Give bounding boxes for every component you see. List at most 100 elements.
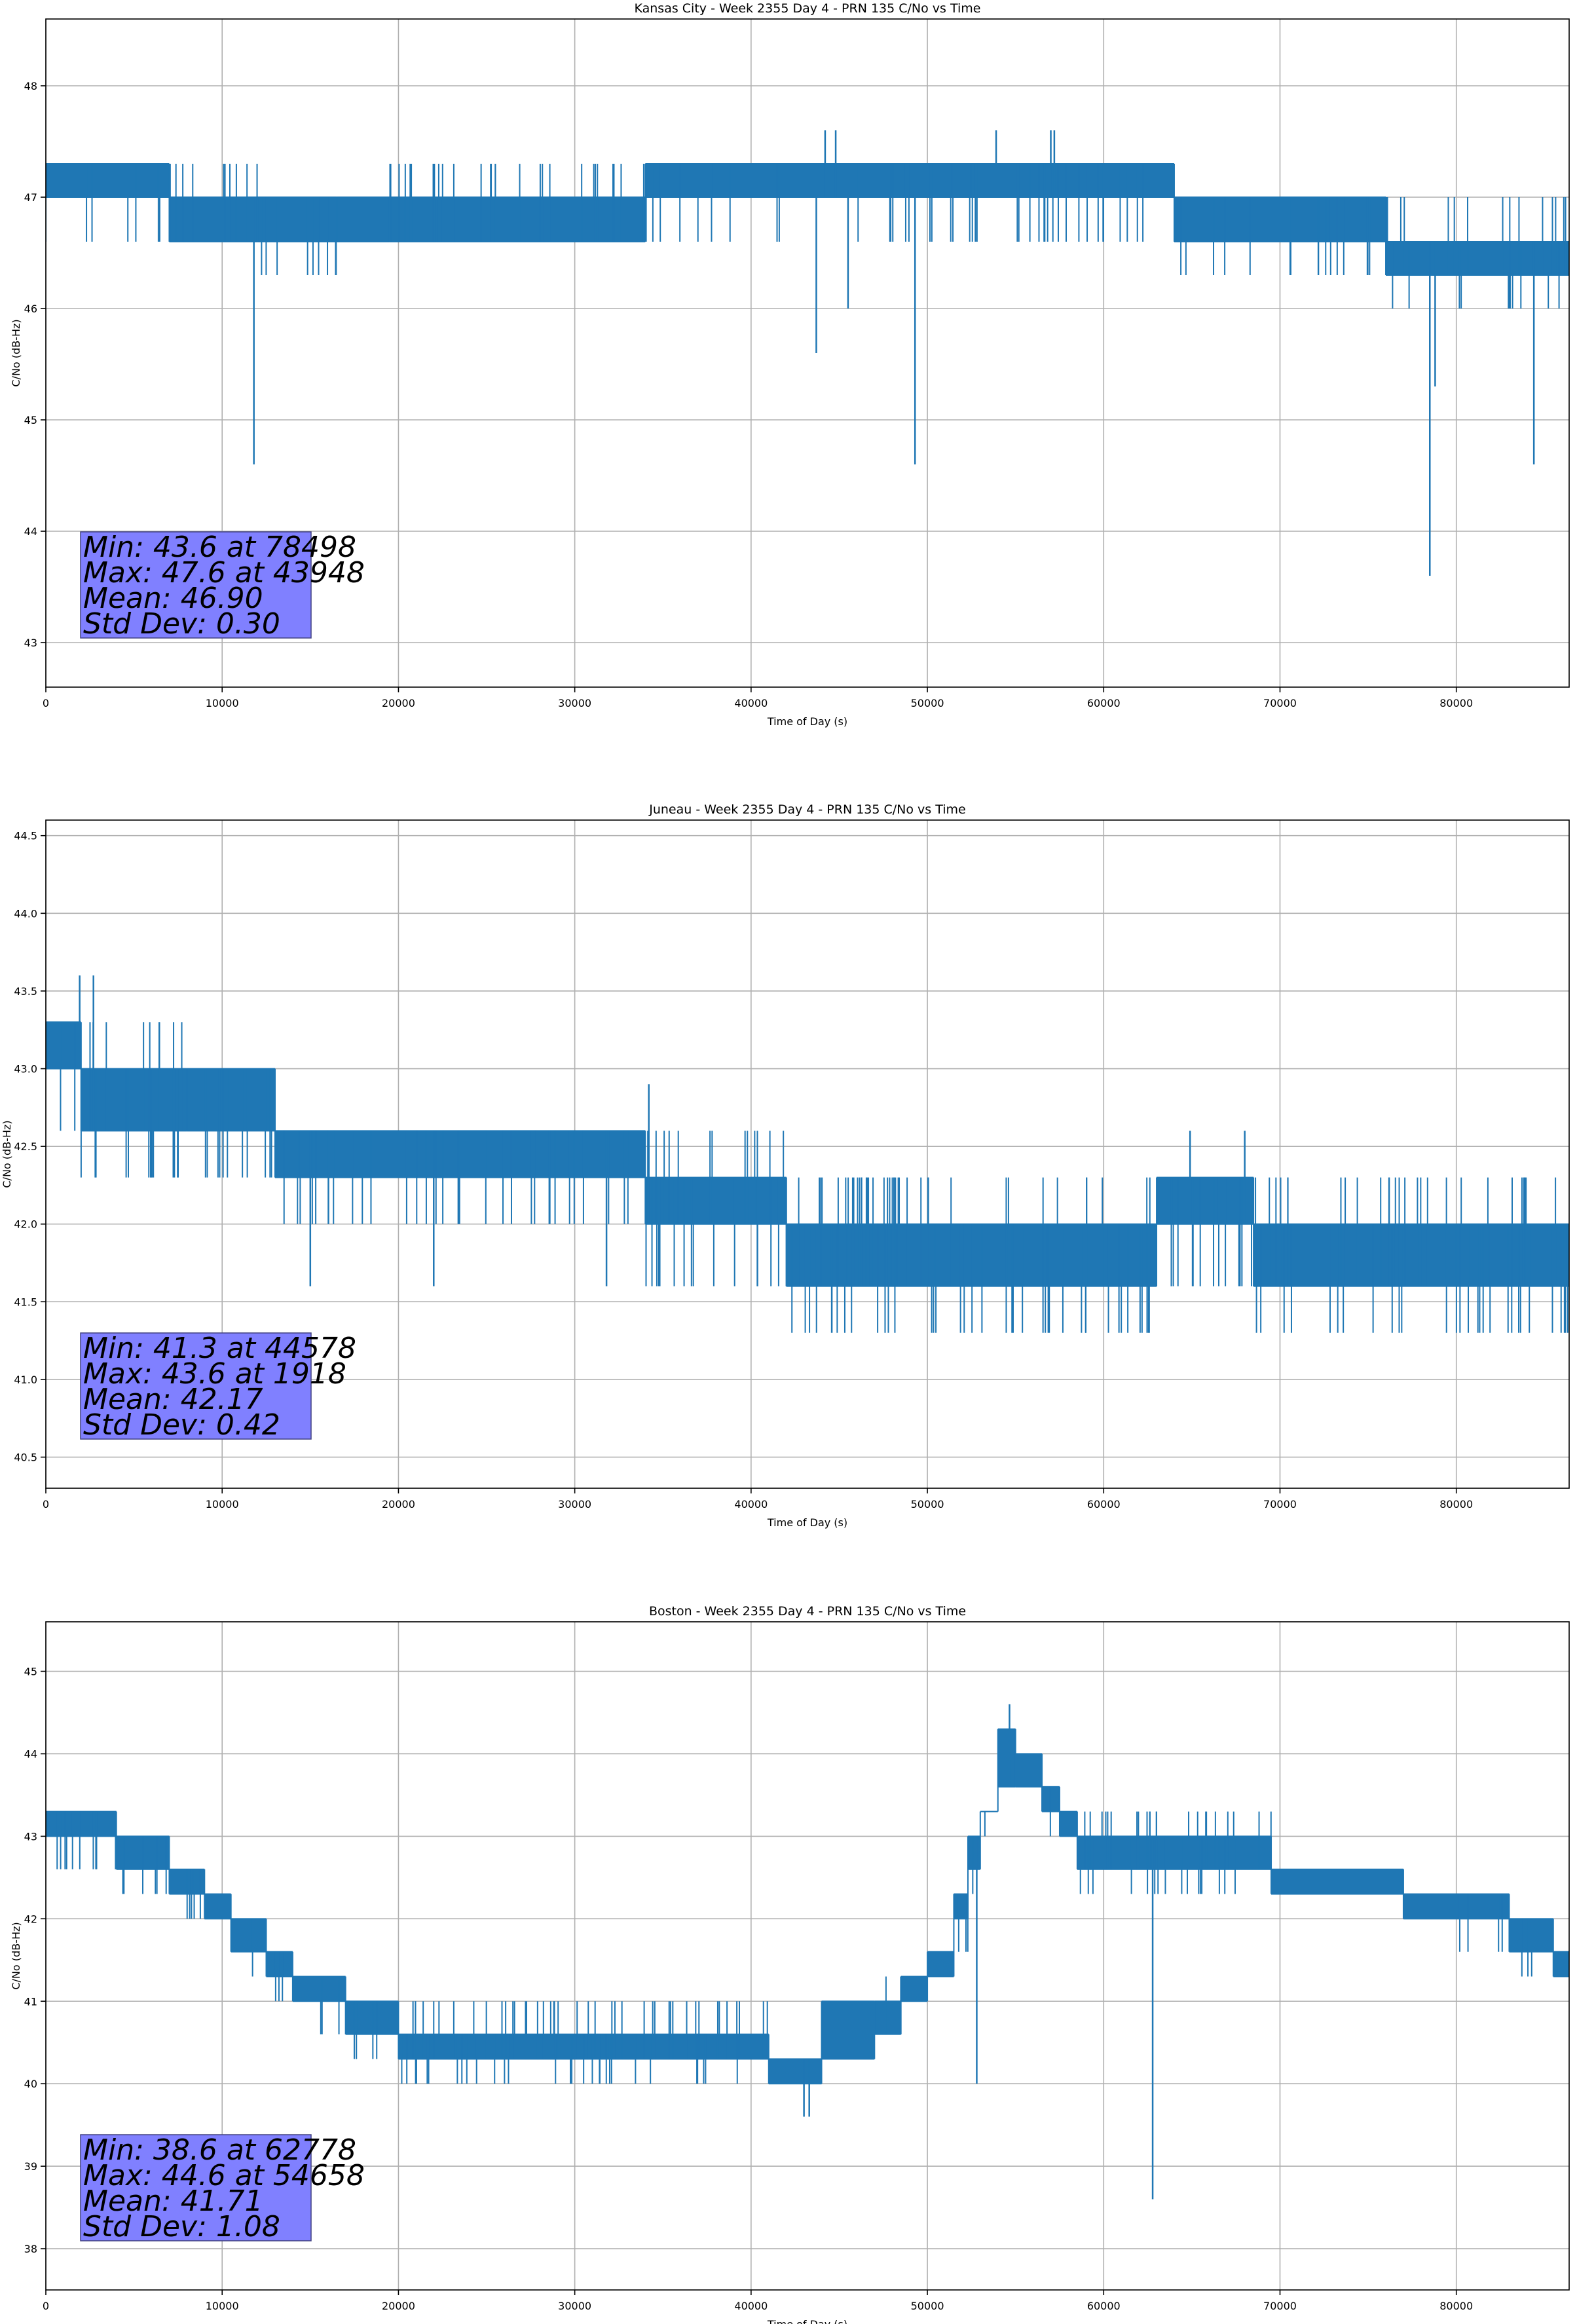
x-tick-label: 80000 [1439, 1498, 1473, 1510]
data-band [1015, 1753, 1043, 1788]
y-tick-label: 47 [24, 191, 37, 204]
data-band [257, 197, 337, 242]
x-tick-label: 10000 [206, 2300, 239, 2312]
y-tick-label: 42 [24, 1913, 37, 1925]
data-band [81, 1068, 187, 1132]
data-band [169, 197, 258, 242]
y-tick-label: 44.0 [14, 907, 37, 920]
data-band [187, 1068, 275, 1132]
y-tick-label: 43 [24, 1830, 37, 1843]
chart-title: Kansas City - Week 2355 Day 4 - PRN 135 … [635, 1, 981, 16]
x-tick-label: 70000 [1263, 697, 1297, 709]
data-band [231, 1918, 267, 1953]
y-tick-label: 44 [24, 525, 37, 538]
stats-std: Std Dev: 1.08 [83, 2210, 280, 2243]
x-tick-label: 0 [43, 2300, 49, 2312]
axes-frame [45, 1621, 1570, 2291]
x-tick-label: 30000 [558, 1498, 591, 1510]
data-band [337, 197, 390, 242]
x-tick-label: 50000 [911, 697, 944, 709]
x-tick-label: 70000 [1263, 1498, 1297, 1510]
data-band [1403, 1893, 1510, 1920]
data-band [1059, 1810, 1077, 1837]
data-band [292, 1976, 346, 2002]
stats-mean: Mean: 46.90 [83, 582, 263, 615]
y-tick-label: 39 [24, 2160, 37, 2173]
data-band [821, 2000, 875, 2060]
data-band [645, 1176, 787, 1225]
x-axis-label: Time of Day (s) [767, 715, 847, 728]
y-tick-label: 44 [24, 1748, 37, 1760]
stats-box [80, 531, 312, 639]
data-band [645, 163, 1174, 198]
x-tick-label: 20000 [382, 697, 415, 709]
x-tick-label: 40000 [734, 697, 768, 709]
chart-title: Juneau - Week 2355 Day 4 - PRN 135 C/No … [648, 802, 966, 817]
y-tick-label: 46 [24, 303, 37, 315]
y-tick-label: 40.5 [14, 1452, 37, 1464]
data-band [967, 1835, 980, 1870]
x-tick-label: 30000 [558, 2300, 591, 2312]
stats-box [80, 2134, 312, 2241]
y-tick-label: 44.5 [14, 830, 37, 842]
x-tick-label: 80000 [1439, 2300, 1473, 2312]
x-tick-label: 50000 [911, 1498, 944, 1510]
x-tick-label: 70000 [1263, 2300, 1297, 2312]
x-tick-label: 20000 [382, 2300, 415, 2312]
data-band [997, 1728, 1016, 1788]
y-tick-label: 41 [24, 1995, 37, 2008]
stats-min: Min: 41.3 at 44578 [83, 1332, 356, 1365]
axes-frame [45, 819, 1570, 1489]
x-tick-label: 60000 [1087, 697, 1121, 709]
y-tick-label: 42.0 [14, 1218, 37, 1231]
data-series [46, 130, 1569, 576]
stats-max: Max: 47.6 at 43948 [83, 556, 365, 590]
stats-max: Max: 43.6 at 1918 [83, 1357, 346, 1391]
data-band [874, 2000, 901, 2035]
stats-min: Min: 38.6 at 62778 [83, 2133, 356, 2167]
x-tick-label: 50000 [911, 2300, 944, 2312]
data-band [345, 2000, 399, 2035]
y-tick-label: 41.5 [14, 1296, 37, 1308]
data-band [900, 1976, 928, 2002]
y-axis-label: C/No (dB-Hz) [10, 1922, 22, 1989]
chart-1: 0 10000 20000 30000 40000 50000 60000 70000 8000… [1, 802, 1570, 1529]
x-axis-label: Time of Day (s) [767, 1516, 847, 1529]
y-tick-label: 48 [24, 80, 37, 92]
data-band [46, 1810, 117, 1837]
data-band [389, 197, 646, 242]
data-band [46, 163, 170, 198]
stats-min: Min: 43.6 at 78498 [83, 531, 356, 564]
y-tick-label: 43.0 [14, 1063, 37, 1076]
y-axis-label: C/No (dB-Hz) [10, 319, 22, 386]
x-tick-label: 60000 [1087, 2300, 1121, 2312]
data-band [1271, 1868, 1403, 1895]
x-tick-label: 30000 [558, 697, 591, 709]
x-tick-label: 10000 [206, 697, 239, 709]
stats-mean: Mean: 42.17 [83, 1383, 263, 1416]
stats-box [80, 1332, 312, 1440]
data-band [980, 1810, 998, 1812]
stats-mean: Mean: 41.71 [83, 2184, 263, 2218]
y-tick-label: 38 [24, 2243, 37, 2255]
y-tick-label: 42.5 [14, 1140, 37, 1153]
y-axis-label: C/No (dB-Hz) [1, 1120, 13, 1188]
data-band [46, 1021, 81, 1070]
y-tick-label: 41.0 [14, 1374, 37, 1386]
data-series [46, 1704, 1569, 2200]
data-band [954, 1893, 968, 1920]
x-tick-label: 80000 [1439, 697, 1473, 709]
x-tick-label: 0 [43, 697, 49, 709]
stats-std: Std Dev: 0.30 [83, 607, 280, 641]
data-band [768, 2058, 822, 2085]
y-tick-label: 45 [24, 414, 37, 426]
data-band [204, 1893, 231, 1920]
chart-0: 0 10000 20000 30000 40000 50000 60000 70000 8000… [10, 1, 1570, 728]
data-band [1553, 1951, 1569, 1977]
chart-title: Boston - Week 2355 Day 4 - PRN 135 C/No … [649, 1604, 966, 1619]
y-tick-label: 43 [24, 637, 37, 649]
y-tick-label: 43.5 [14, 985, 37, 998]
stats-std: Std Dev: 0.42 [83, 1408, 280, 1442]
x-tick-label: 10000 [206, 1498, 239, 1510]
